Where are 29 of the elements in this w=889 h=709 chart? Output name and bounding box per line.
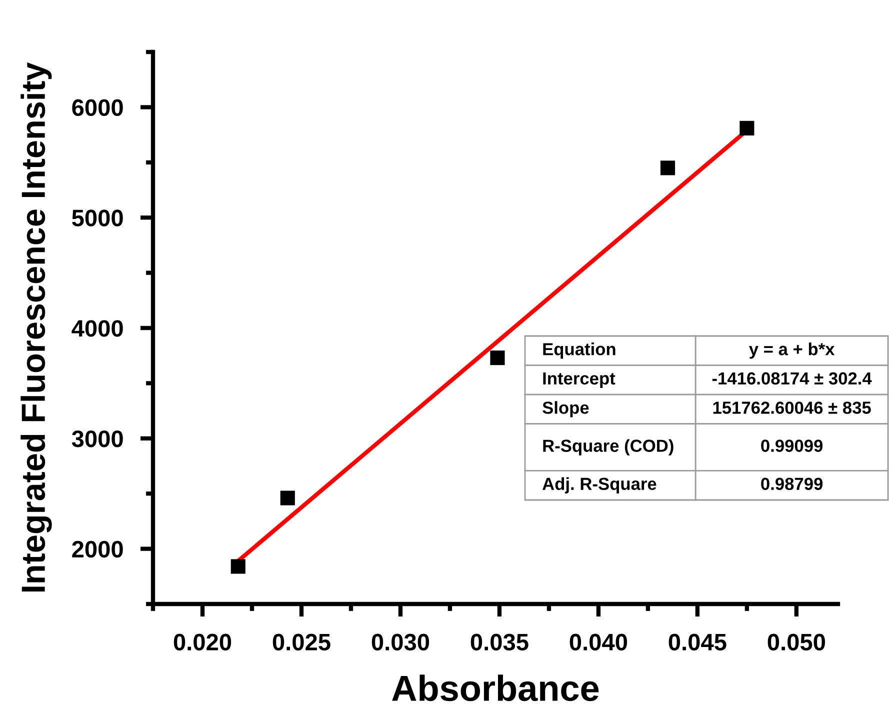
x-tick-label: 0.040: [570, 634, 628, 651]
x-tick-label: 0.050: [768, 634, 826, 651]
point: [660, 160, 676, 176]
point: [280, 490, 295, 506]
y-tick-label: 6000: [72, 99, 123, 116]
x-tick-label: 0.035: [470, 634, 528, 651]
annotation: 151762.60046 ± 835: [713, 402, 871, 414]
y-tick-label: 2000: [72, 540, 123, 558]
annotation: 0.98799: [761, 478, 823, 490]
annotation: Slope: [542, 401, 589, 418]
annotation: -1416.08174 ± 302.4: [712, 372, 872, 385]
point: [230, 559, 246, 574]
x-axis-title: Absorbance: [392, 674, 599, 702]
annotation: y = a + b*x: [748, 342, 835, 359]
y-tick-label: 4000: [72, 320, 123, 337]
y-tick-label: 3000: [72, 430, 123, 448]
annotation: R-Square (COD): [543, 439, 674, 456]
annotation: Intercept: [543, 372, 616, 388]
y-tick-label: 5000: [72, 210, 123, 226]
y-axis-title: Integrated Fluorescence Intensity: [20, 62, 52, 592]
x-tick-label: 0.045: [668, 634, 726, 651]
point: [490, 350, 505, 366]
x-tick-label: 0.025: [272, 634, 330, 651]
annotation: Adj. R-Square: [542, 477, 656, 494]
annotation: 0.99099: [761, 440, 823, 452]
point: [740, 120, 754, 136]
x-tick-label: 0.030: [372, 634, 430, 651]
annotation: Equation: [543, 342, 616, 359]
x-tick-label: 0.020: [174, 634, 232, 651]
